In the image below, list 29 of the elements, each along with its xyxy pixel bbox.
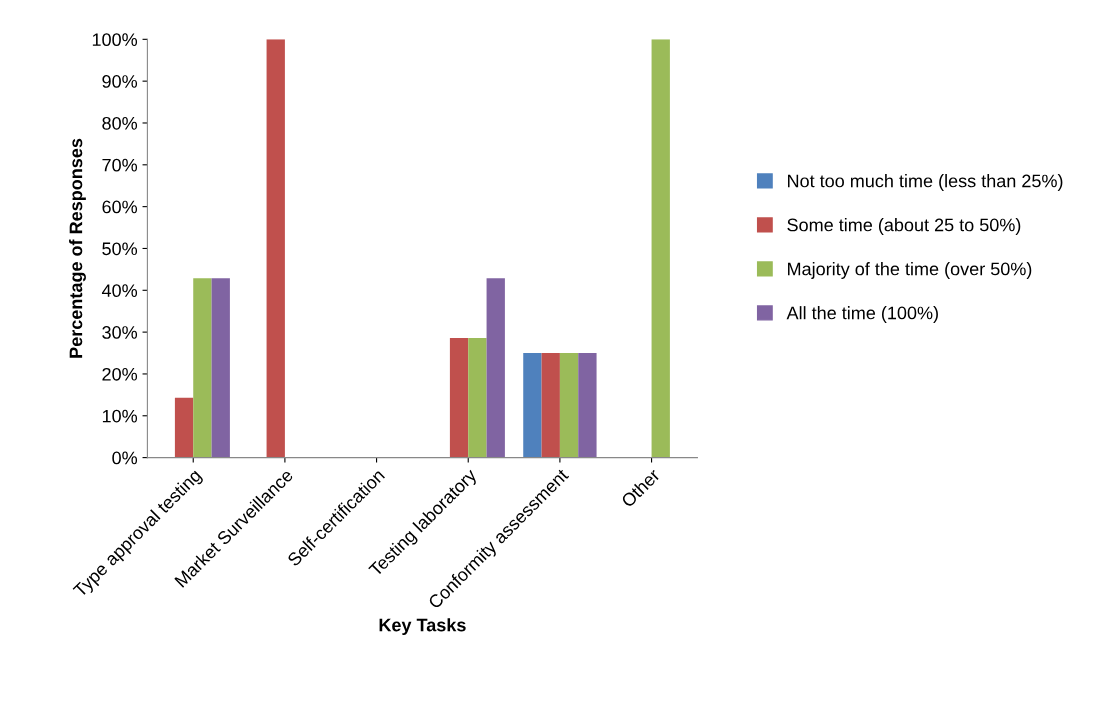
y-tick-label: 20% (102, 367, 138, 381)
legend-label: Some time (about 25 to 50%) (787, 218, 1021, 235)
legend-label: All the time (100%) (786, 306, 938, 323)
x-axis-title: Key Tasks (379, 618, 466, 635)
bar (578, 353, 597, 458)
y-tick-label: 100% (92, 33, 138, 47)
y-tick-label: 40% (101, 284, 138, 298)
bar (211, 278, 230, 458)
bar (559, 353, 579, 458)
bar (174, 397, 194, 458)
y-tick-label: 90% (102, 75, 138, 88)
bar (449, 337, 469, 458)
legend-label: Not too much time (less than 25%) (788, 174, 1063, 191)
y-tick-label: 30% (102, 326, 138, 339)
y-tick-label: 80% (102, 116, 138, 130)
y-tick-label: 50% (102, 242, 138, 256)
y-tick-label: 10% (102, 409, 138, 423)
bar (523, 353, 542, 458)
bar (193, 278, 212, 458)
y-tick-label: 60% (102, 200, 138, 214)
legend-label: Majority of the time (over 50%) (788, 262, 1032, 279)
bar (651, 39, 670, 458)
bar (266, 39, 285, 458)
y-tick-label: 70% (102, 158, 138, 172)
y-tick-label: 0% (112, 451, 138, 465)
bar (541, 353, 560, 458)
bar (468, 337, 487, 458)
bar (486, 278, 505, 458)
y-axis-title: Percentage of Responses (69, 138, 86, 358)
